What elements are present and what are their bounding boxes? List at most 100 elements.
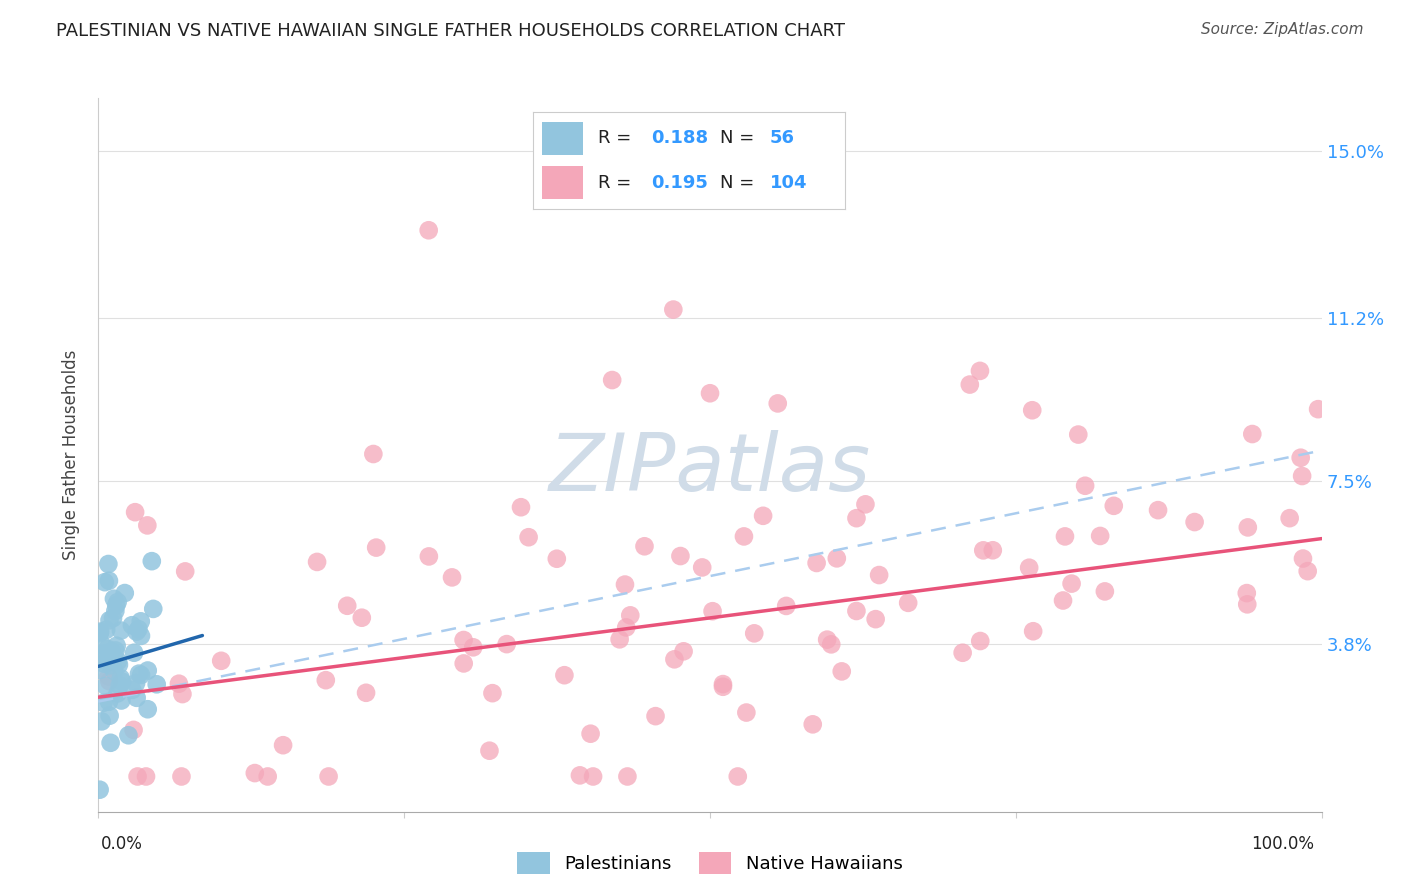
Point	[972, 543, 994, 558]
Point	[1291, 469, 1313, 483]
Point	[614, 577, 637, 591]
Point	[366, 541, 388, 555]
Point	[969, 364, 991, 378]
Point	[96, 623, 118, 637]
Point	[1236, 598, 1258, 612]
Point	[93, 696, 115, 710]
Point	[453, 633, 475, 648]
Point	[440, 570, 463, 584]
Point	[98, 613, 121, 627]
Point	[845, 604, 868, 618]
Point	[89, 663, 111, 677]
Point	[94, 575, 117, 590]
Point	[135, 769, 157, 783]
Point	[145, 677, 167, 691]
Point	[517, 530, 540, 544]
Point	[103, 591, 125, 606]
Point	[336, 599, 359, 613]
Point	[104, 643, 127, 657]
Point	[1296, 564, 1319, 578]
Point	[614, 620, 637, 634]
Text: Source: ZipAtlas.com: Source: ZipAtlas.com	[1201, 22, 1364, 37]
Point	[463, 640, 485, 655]
Point	[97, 669, 120, 683]
Point	[89, 782, 111, 797]
Point	[1306, 402, 1329, 417]
Point	[122, 646, 145, 660]
Point	[1074, 479, 1097, 493]
Point	[108, 657, 131, 672]
Point	[897, 596, 920, 610]
Point	[129, 615, 152, 629]
Point	[1184, 515, 1206, 529]
Point	[1067, 427, 1090, 442]
Point	[579, 727, 602, 741]
Point	[142, 602, 165, 616]
Point	[1018, 560, 1040, 574]
Point	[582, 769, 605, 783]
Point	[354, 686, 377, 700]
Point	[318, 769, 340, 783]
Point	[1060, 576, 1083, 591]
Point	[256, 769, 278, 783]
Point	[1094, 584, 1116, 599]
Point	[616, 769, 638, 783]
Point	[172, 687, 194, 701]
Point	[110, 671, 132, 685]
Point	[981, 543, 1004, 558]
Point	[481, 686, 503, 700]
Point	[124, 505, 146, 519]
Point	[98, 708, 121, 723]
Point	[806, 556, 828, 570]
Point	[105, 639, 128, 653]
Point	[669, 549, 692, 563]
Point	[136, 664, 159, 678]
Point	[110, 624, 132, 638]
Point	[868, 568, 890, 582]
Point	[820, 637, 842, 651]
Point	[167, 676, 190, 690]
Point	[775, 599, 797, 613]
Point	[825, 551, 848, 566]
Point	[1052, 593, 1074, 607]
Point	[100, 644, 122, 658]
Point	[1236, 586, 1258, 600]
Point	[100, 658, 122, 673]
Point	[96, 641, 118, 656]
Point	[1278, 511, 1301, 525]
Point	[125, 676, 148, 690]
Point	[418, 549, 440, 564]
Point	[711, 680, 734, 694]
Point	[96, 646, 118, 660]
Text: 100.0%: 100.0%	[1251, 835, 1315, 853]
Point	[110, 693, 132, 707]
Point	[1236, 520, 1258, 534]
Point	[307, 555, 329, 569]
Point	[100, 736, 122, 750]
Point	[94, 679, 117, 693]
Point	[742, 626, 765, 640]
Point	[89, 626, 111, 640]
Point	[609, 632, 631, 647]
Point	[90, 714, 112, 729]
Point	[121, 618, 143, 632]
Point	[815, 632, 838, 647]
Point	[735, 706, 758, 720]
Point	[136, 518, 159, 533]
Point	[766, 396, 789, 410]
Point	[702, 604, 724, 618]
Legend: Palestinians, Native Hawaiians: Palestinians, Native Hawaiians	[510, 845, 910, 881]
Point	[600, 373, 623, 387]
Point	[633, 539, 655, 553]
Point	[121, 682, 143, 697]
Point	[1241, 427, 1264, 442]
Point	[97, 574, 120, 588]
Point	[801, 717, 824, 731]
Point	[350, 611, 373, 625]
Point	[125, 690, 148, 705]
Point	[1289, 450, 1312, 465]
Point	[141, 554, 163, 568]
Point	[752, 508, 775, 523]
Point	[105, 599, 128, 613]
Point	[93, 657, 115, 671]
